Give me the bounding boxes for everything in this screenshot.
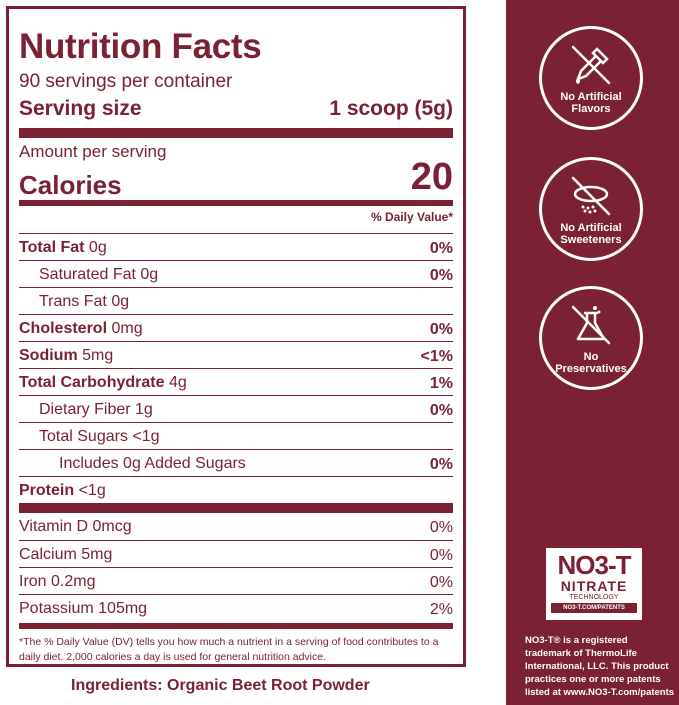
badge-no-preservatives: No Preservatives — [539, 286, 643, 390]
nutrition-panel: Nutrition Facts 90 servings per containe… — [6, 6, 466, 694]
nutrition-facts-label: Nutrition Facts 90 servings per containe… — [6, 6, 466, 667]
badge-no-artificial-sweeteners: No Artificial Sweeteners — [539, 157, 643, 261]
servings-per-container: 90 servings per container — [19, 71, 233, 92]
amount-per-serving: Amount per serving — [19, 142, 167, 161]
nutrient-row: Includes 0g Added Sugars 0% — [19, 449, 453, 476]
ingredients-text: Ingredients: Organic Beet Root Powder — [71, 677, 370, 694]
serving-size-label: Serving size — [19, 97, 142, 120]
vitamin-row: Potassium 105mg 2% — [19, 594, 453, 621]
nutrient-row: Saturated Fat 0g 0% — [19, 260, 453, 287]
thick-divider — [19, 503, 453, 513]
label-title: Nutrition Facts — [19, 27, 262, 66]
calories-label: Calories — [19, 170, 122, 200]
no3t-logo: NO3-T NITRATE TECHNOLOGY NO3-T.COM/PATEN… — [546, 548, 642, 620]
thick-divider — [19, 128, 453, 138]
nutrient-row: Cholesterol 0mg 0% — [19, 314, 453, 341]
claims-sidebar: No Artificial Flavors No Artificial Sweete… — [506, 0, 679, 705]
nutrient-row: Trans Fat 0g — [19, 287, 453, 314]
vitamin-row: Vitamin D 0mcg 0% — [19, 518, 453, 536]
medium-divider — [19, 200, 453, 206]
daily-value-footnote: *The % Daily Value (DV) tells you how mu… — [19, 636, 439, 663]
vitamin-row: Iron 0.2mg 0% — [19, 567, 453, 594]
nutrient-row: Total Sugars <1g — [19, 422, 453, 449]
dropper-crossed-icon — [571, 45, 611, 85]
serving-size-row: Serving size 1 scoop (5g) — [19, 97, 453, 121]
calories-value: 20 — [410, 156, 453, 198]
badge-no-artificial-flavors: No Artificial Flavors — [539, 26, 643, 130]
daily-value-header: % Daily Value* — [370, 210, 453, 224]
trademark-notice: NO3-T® is a registered trademark of Ther… — [525, 635, 675, 698]
nutrient-row: Protein <1g — [19, 476, 453, 503]
nutrient-row: Sodium 5mg <1% — [19, 341, 453, 368]
sweetener-crossed-icon — [571, 176, 611, 216]
medium-divider — [19, 623, 453, 629]
serving-size-value: 1 scoop (5g) — [329, 97, 453, 120]
nutrient-row: Total Carbohydrate 4g 1% — [19, 368, 453, 395]
flask-crossed-icon — [571, 305, 611, 345]
nutrient-row: Dietary Fiber 1g 0% — [19, 395, 453, 422]
vitamin-row: Calcium 5mg 0% — [19, 540, 453, 567]
nutrient-row: Total Fat 0g 0% — [19, 233, 453, 260]
